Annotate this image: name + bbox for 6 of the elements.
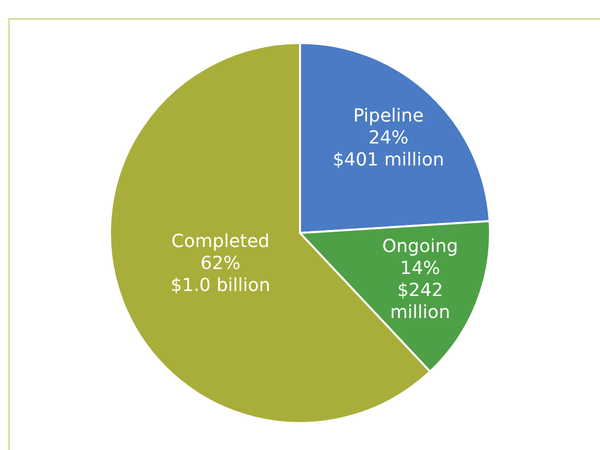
data-label: 62% $1.0 billion <box>170 253 270 296</box>
slice-label: Completed <box>171 231 270 252</box>
slice-label: Pipeline <box>353 105 424 126</box>
data-label: 14% $242 million <box>390 258 450 324</box>
slice-label: Ongoing <box>382 236 458 258</box>
data-label: 24% $401 million <box>332 127 444 170</box>
